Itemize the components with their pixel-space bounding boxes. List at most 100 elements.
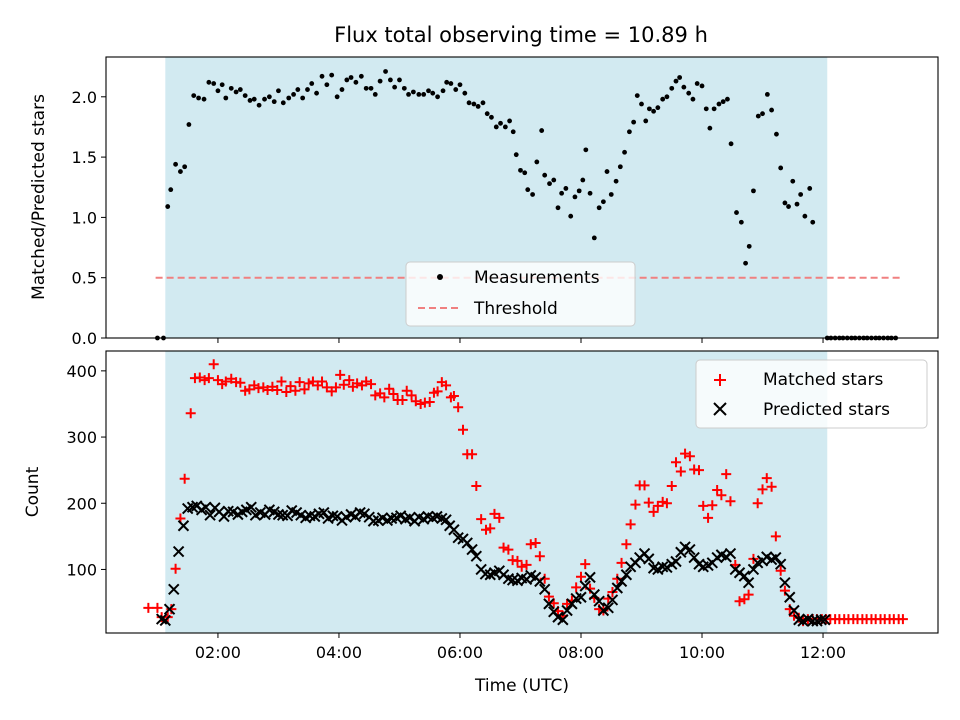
measurement-point xyxy=(738,219,744,225)
matched-star-point xyxy=(757,484,768,495)
y-tick-label: 300 xyxy=(66,428,97,447)
measurement-point xyxy=(790,178,796,184)
predicted-star-point xyxy=(172,545,185,558)
measurement-point xyxy=(206,79,212,85)
matched-star-point xyxy=(761,473,772,484)
measurement-point xyxy=(525,187,531,193)
matched-star-point xyxy=(458,424,469,435)
top-axes-frame xyxy=(105,56,939,339)
measurement-point xyxy=(807,186,813,191)
matched-star-point xyxy=(170,563,181,574)
matched-star-point xyxy=(485,523,496,534)
measurement-point xyxy=(201,96,207,102)
measurement-point xyxy=(681,84,687,90)
predicted-star-point xyxy=(318,506,330,519)
predicted-star-point xyxy=(272,508,285,521)
matched-star-point xyxy=(344,375,355,386)
matched-star-point xyxy=(693,465,704,476)
top-legend-box xyxy=(405,261,636,327)
matched-star-point xyxy=(516,561,527,572)
matched-star-point xyxy=(467,449,478,460)
top-marks xyxy=(155,69,902,341)
measurement-point xyxy=(655,105,661,111)
y-tick-label: 1.0 xyxy=(72,208,97,227)
matched-star-point xyxy=(897,614,908,625)
matched-star-point xyxy=(272,385,283,396)
predicted-star-point xyxy=(575,591,587,603)
matched-star-point xyxy=(471,481,482,492)
measurement-point xyxy=(410,89,416,95)
matched-star-point xyxy=(712,485,723,496)
measurement-point xyxy=(617,164,623,170)
measurement-point xyxy=(694,81,700,86)
measurement-point xyxy=(334,94,340,100)
measurement-point xyxy=(305,87,310,92)
measurement-point xyxy=(711,106,717,112)
matched-star-point xyxy=(684,451,695,462)
predicted-star-point xyxy=(394,510,407,522)
top-y-axis-label: Matched/Predicted stars xyxy=(29,94,49,300)
measurement-point xyxy=(247,98,253,103)
measurement-point xyxy=(600,199,606,205)
matched-star-point xyxy=(290,385,301,396)
matched-star-point xyxy=(639,480,650,491)
predicted-star-point xyxy=(404,512,416,524)
measurement-point xyxy=(276,88,281,94)
measurement-point xyxy=(707,125,713,131)
matched-star-point xyxy=(630,499,641,510)
matched-star-point xyxy=(525,539,536,550)
legend-predicted-marker xyxy=(713,402,727,416)
predicted-star-point xyxy=(159,614,172,627)
measurement-point xyxy=(233,89,239,95)
measurement-point xyxy=(534,159,540,165)
measurement-point xyxy=(453,87,459,92)
measurement-point xyxy=(262,96,267,102)
predicted-star-point xyxy=(774,558,787,570)
measurement-point xyxy=(484,111,490,117)
measurement-point xyxy=(457,82,463,88)
measurement-point xyxy=(651,108,657,114)
measurement-point xyxy=(810,219,816,225)
predicted-star-point xyxy=(163,603,176,615)
matched-star-point xyxy=(317,376,328,387)
legend-matched-marker xyxy=(714,374,726,386)
matched-star-point xyxy=(716,490,727,501)
matched-star-point xyxy=(299,384,310,395)
measurement-point xyxy=(690,96,696,102)
measurement-point xyxy=(339,87,345,92)
matched-star-point xyxy=(498,542,509,553)
matched-star-point xyxy=(775,565,786,576)
measurement-point xyxy=(498,120,503,126)
predicted-star-point xyxy=(815,614,827,626)
measurement-point xyxy=(699,83,705,89)
predicted-star-point xyxy=(611,582,624,594)
y-tick-label: 2.0 xyxy=(72,88,97,107)
measurement-point xyxy=(746,243,752,249)
predicted-star-point xyxy=(168,583,180,596)
x-axis-label: Time (UTC) xyxy=(474,676,569,696)
top-legend: Measurements Threshold xyxy=(405,261,636,327)
matched-star-point xyxy=(725,496,736,507)
matched-star-point xyxy=(441,380,452,391)
measurement-point xyxy=(764,91,770,97)
measurement-point xyxy=(703,106,709,112)
measurement-point xyxy=(300,95,306,101)
measurement-point xyxy=(353,79,359,85)
matched-star-point xyxy=(366,379,377,390)
measurement-point xyxy=(397,77,402,83)
matched-star-point xyxy=(401,385,412,396)
measurement-point xyxy=(435,94,440,100)
matched-star-point xyxy=(580,559,591,570)
matched-star-point xyxy=(338,379,349,390)
measurement-point xyxy=(583,147,589,153)
measurement-point xyxy=(251,96,257,102)
measurement-point xyxy=(551,177,557,183)
predicted-star-point xyxy=(200,501,212,513)
measurement-point xyxy=(782,200,788,206)
bottom-y-axis-label: Count xyxy=(23,466,43,517)
matched-star-point xyxy=(281,387,292,398)
predicted-star-point xyxy=(606,594,619,606)
matched-star-point xyxy=(521,559,532,570)
measurement-point xyxy=(542,172,548,178)
measurement-point xyxy=(513,152,519,158)
